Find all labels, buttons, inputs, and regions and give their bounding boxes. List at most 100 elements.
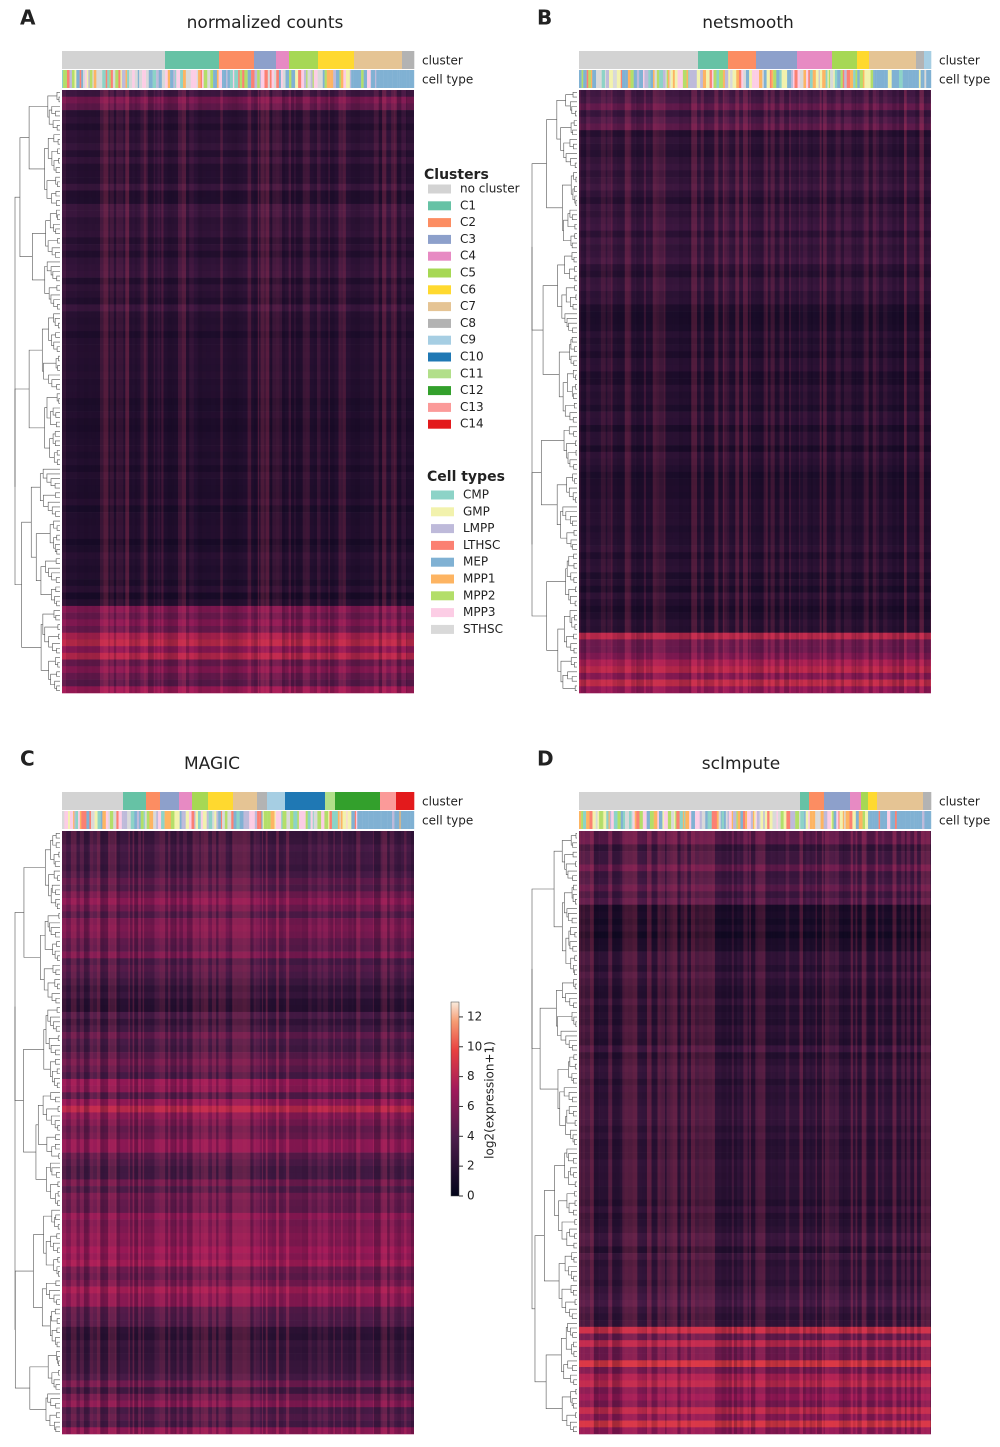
dendrogram-branch	[564, 616, 571, 643]
heatmap-row	[62, 116, 414, 124]
cell-type-stripe	[915, 70, 920, 88]
heatmap-row	[62, 1239, 414, 1247]
heatmap-column	[735, 90, 740, 693]
heatmap-row	[62, 264, 414, 272]
heatmap-column	[73, 831, 77, 1434]
heatmap-column	[257, 90, 260, 693]
cell-type-stripe	[633, 70, 638, 88]
dendrogram-branch	[574, 600, 577, 607]
cell-type-stripe	[846, 70, 851, 88]
heatmap-column	[665, 831, 667, 1434]
heatmap-row	[579, 110, 931, 118]
heatmap-row	[579, 203, 931, 211]
cell-type-stripe	[400, 811, 405, 829]
panel-title: normalized counts	[187, 13, 344, 33]
dendrogram-branch	[55, 997, 60, 1004]
cell-type-stripe	[208, 811, 213, 829]
cell-type-stripe	[707, 811, 710, 829]
dendrogram-branch	[55, 167, 60, 173]
dendrogram-branch	[574, 1233, 577, 1239]
dendrogram-branch	[48, 287, 57, 300]
heatmap-row	[579, 197, 931, 205]
heatmap-row	[62, 304, 414, 312]
cell-type-stripe	[671, 811, 675, 829]
cell-type-stripe	[239, 70, 243, 88]
legend-swatch	[428, 184, 451, 194]
cell-type-stripe	[870, 811, 873, 829]
cell-type-stripe	[625, 811, 630, 829]
dendrogram-branch	[566, 477, 573, 493]
heatmap-column	[134, 90, 138, 693]
heatmap-column	[797, 831, 800, 1434]
legend-label: MPP1	[463, 572, 495, 586]
dendrogram-branch	[50, 411, 57, 425]
dendrogram-branch	[557, 264, 565, 307]
cell-type-stripe	[335, 811, 339, 829]
cell-type-stripe	[127, 811, 131, 829]
cell-type-stripe	[918, 811, 923, 829]
heatmap-column	[134, 831, 139, 1434]
cell-type-stripe	[701, 811, 706, 829]
cell-type-stripe	[331, 811, 336, 829]
cell-type-stripe	[740, 811, 744, 829]
cluster-segment	[219, 51, 255, 69]
cell-type-stripe	[354, 811, 357, 829]
panel-title: scImpute	[702, 754, 780, 774]
cell-type-stripe	[381, 811, 386, 829]
legend-swatch	[431, 624, 454, 634]
cell-type-stripe	[360, 811, 363, 829]
dendrogram-branch	[573, 530, 577, 536]
cell-type-stripe	[127, 70, 130, 88]
heatmap-column	[200, 831, 204, 1434]
heatmap-column	[829, 831, 834, 1434]
heatmap-column	[646, 831, 652, 1434]
cell-type-stripe	[212, 811, 215, 829]
cell-type-stripe	[922, 811, 925, 829]
heatmap-column	[305, 831, 309, 1434]
cell-type-stripe	[181, 811, 184, 829]
dendrogram-branch	[55, 899, 60, 907]
heatmap-column	[861, 831, 866, 1434]
cell-type-stripe	[185, 70, 190, 88]
heatmap-column	[861, 90, 864, 693]
heatmap-column	[254, 90, 258, 693]
dendrogram-branch	[55, 1096, 60, 1103]
cell-type-stripe	[251, 811, 256, 829]
cell-type-stripe	[582, 811, 587, 829]
heatmap-row	[579, 1192, 931, 1200]
heatmap-column	[686, 90, 689, 693]
cell-type-stripe	[411, 811, 415, 829]
dendrogram-branch	[55, 492, 60, 498]
heatmap-row	[62, 659, 414, 667]
cell-type-stripe	[639, 70, 644, 88]
heatmap-row	[579, 864, 931, 872]
heatmap-column	[66, 90, 69, 693]
cell-type-stripe	[617, 811, 621, 829]
dendrogram-branch	[58, 1370, 60, 1376]
dendrogram-branch	[35, 1124, 47, 1180]
dendrogram-branch	[575, 440, 577, 446]
heatmap-row	[62, 157, 414, 164]
heatmap-column	[193, 90, 198, 693]
cell-type-stripe	[69, 70, 73, 88]
cell-type-stripe	[376, 70, 380, 88]
heatmap-row	[579, 1045, 931, 1053]
heatmap-column	[590, 90, 596, 693]
cell-type-stripe	[116, 811, 119, 829]
heatmap-column	[301, 831, 306, 1434]
cell-type-stripe	[583, 70, 587, 88]
heatmap-column	[279, 90, 283, 693]
dendrogram-branch	[54, 431, 60, 437]
cell-type-stripe	[776, 811, 779, 829]
dendrogram-branch	[57, 1200, 60, 1206]
heatmap-column	[387, 831, 390, 1434]
heatmap-row	[62, 837, 414, 845]
cell-type-stripe	[716, 811, 719, 829]
legend-label: C13	[460, 400, 484, 414]
heatmap-row	[579, 324, 931, 332]
dendrogram-branch	[53, 854, 59, 865]
cell-type-stripe	[180, 70, 184, 88]
heatmap-row	[62, 672, 414, 680]
heatmap-row	[62, 217, 414, 225]
cell-type-stripe	[337, 811, 340, 829]
